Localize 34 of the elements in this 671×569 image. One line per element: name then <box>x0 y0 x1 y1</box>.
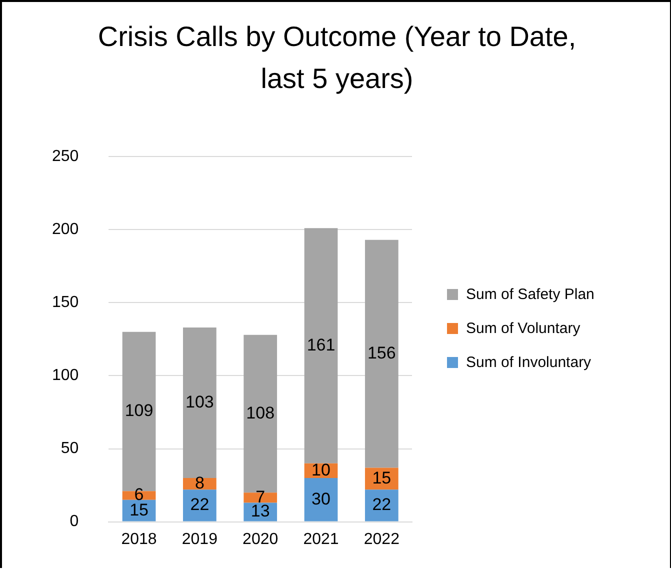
data-label: 22 <box>372 495 392 514</box>
legend-label: Sum of Voluntary <box>466 320 580 336</box>
x-tick-label: 2022 <box>364 530 400 548</box>
legend-label: Sum of Safety Plan <box>466 286 594 302</box>
data-label: 8 <box>194 474 204 493</box>
bar <box>304 228 338 464</box>
bar <box>183 490 216 522</box>
bar <box>183 328 216 478</box>
y-tick-label: 0 <box>70 513 79 530</box>
data-label: 22 <box>190 495 210 514</box>
x-tick-label: 2020 <box>242 530 278 548</box>
bar <box>304 478 338 522</box>
data-label: 15 <box>372 468 392 488</box>
y-tick-label: 200 <box>52 221 79 238</box>
data-label: 10 <box>312 460 330 480</box>
data-label: 13 <box>250 502 270 521</box>
data-label: 108 <box>246 403 275 422</box>
x-tick-label: 2018 <box>121 530 157 548</box>
x-tick-label: 2019 <box>182 530 218 548</box>
legend-label: Sum of Involuntary <box>466 354 592 370</box>
data-label: 109 <box>124 401 154 420</box>
bar <box>244 492 278 503</box>
data-label: 103 <box>186 392 214 412</box>
data-label: 161 <box>306 335 336 354</box>
bar <box>364 240 398 468</box>
data-label: 30 <box>312 489 330 508</box>
y-tick-label: 100 <box>52 367 79 384</box>
y-tick-label: 50 <box>60 440 79 458</box>
data-label: 156 <box>367 343 396 362</box>
bar <box>364 490 398 522</box>
chart-title: Crisis Calls by Outcome (Year to Date, last 5 years) <box>96 20 578 96</box>
y-tick-label: 150 <box>52 294 79 312</box>
y-tick-label: 250 <box>52 148 79 166</box>
x-tick-label: 2021 <box>303 530 339 548</box>
